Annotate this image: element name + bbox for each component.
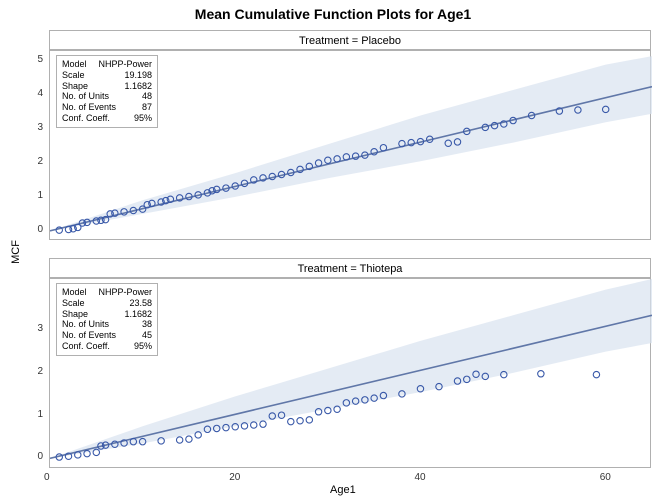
plot-area: ModelNHPP-PowerScale23.58Shape1.1682No. … (49, 278, 651, 468)
x-axis-label: Age1 (330, 484, 356, 496)
data-point (538, 371, 544, 377)
legend-value: NHPP-Power (99, 287, 153, 298)
legend-row: Model NHPP-Power (62, 59, 152, 70)
legend-row: Shape 1.1682 (62, 309, 152, 320)
panel-0: Treatment = Placebo Model NHPP-Power Scale 1… (49, 30, 651, 240)
data-point (306, 417, 312, 423)
x-tick-label: 60 (600, 472, 611, 483)
legend-row: Conf. Coeff. 95% (62, 113, 152, 124)
legend-row: No. of Units 38 (62, 319, 152, 330)
legend-key: No. of Units (62, 91, 109, 102)
data-point (260, 421, 266, 427)
legend-value: 23.58 (130, 298, 153, 309)
legend-key: Model (62, 59, 87, 70)
y-tick-label: 1 (37, 409, 43, 420)
legend-row: Scale 19.198 (62, 70, 152, 81)
y-tick-label: 3 (37, 122, 43, 133)
legend-key: No. of Units (62, 319, 109, 330)
legend-key: Shape (62, 81, 88, 92)
panel-header: Treatment = Placebo (49, 30, 651, 50)
y-axis-label: MCF (10, 240, 22, 264)
legend-key: No. of Events (62, 102, 116, 113)
y-tick-label: 0 (37, 451, 43, 462)
data-point (186, 436, 192, 442)
y-tick-label: 4 (37, 88, 43, 99)
legend-value: 38 (142, 319, 152, 330)
legend-value: 95% (134, 113, 152, 124)
legend-value: 48 (142, 91, 152, 102)
panel-header: Treatment = Thiotepa (49, 258, 651, 278)
legend-row: No. of Units 48 (62, 91, 152, 102)
legend-key: No. of Events (62, 330, 116, 341)
legend-row: No. of Events 87 (62, 102, 152, 113)
data-point (288, 418, 294, 424)
y-tick-label: 3 (37, 323, 43, 334)
panel-1: Treatment = ThiotepaModelNHPP-PowerScale… (49, 258, 651, 468)
legend-row: Conf. Coeff. 95% (62, 341, 152, 352)
x-tick-label: 0 (44, 472, 50, 483)
legend-value: 19.198 (125, 70, 153, 81)
x-tick-label: 20 (229, 472, 240, 483)
y-tick-label: 2 (37, 366, 43, 377)
legend-row: Model NHPP-Power (62, 287, 152, 298)
legend-box: ModelNHPP-PowerScale23.58Shape1.1682No. … (56, 283, 158, 356)
y-tick-label: 1 (37, 190, 43, 201)
chart-title: Mean Cumulative Function Plots for Age1 (0, 0, 666, 24)
y-tick-label: 2 (37, 156, 43, 167)
legend-value: 45 (142, 330, 152, 341)
y-tick-label: 0 (37, 224, 43, 235)
legend-value: 1.1682 (125, 309, 153, 320)
chart-container: Mean Cumulative Function Plots for Age1 … (0, 0, 666, 500)
legend-key: Conf. Coeff. (62, 113, 110, 124)
x-tick-label: 40 (414, 472, 425, 483)
legend-box: ModelNHPP-PowerScale19.198Shape1.1682No.… (56, 55, 158, 128)
legend-key: Scale (62, 298, 85, 309)
legend-value: 95% (134, 341, 152, 352)
legend-value: NHPP-Power (99, 59, 153, 70)
data-point (593, 371, 599, 377)
y-tick-label: 5 (37, 54, 43, 65)
legend-key: Shape (62, 309, 88, 320)
legend-key: Model (62, 287, 87, 298)
data-point (176, 437, 182, 443)
legend-row: No. of Events 45 (62, 330, 152, 341)
data-point (297, 418, 303, 424)
legend-value: 87 (142, 102, 152, 113)
legend-row: Shape 1.1682 (62, 81, 152, 92)
legend-key: Scale (62, 70, 85, 81)
legend-row: Scale 23.58 (62, 298, 152, 309)
legend-value: 1.1682 (125, 81, 153, 92)
legend-key: Conf. Coeff. (62, 341, 110, 352)
plot-area: ModelNHPP-PowerScale19.198Shape1.1682No.… (49, 50, 651, 240)
